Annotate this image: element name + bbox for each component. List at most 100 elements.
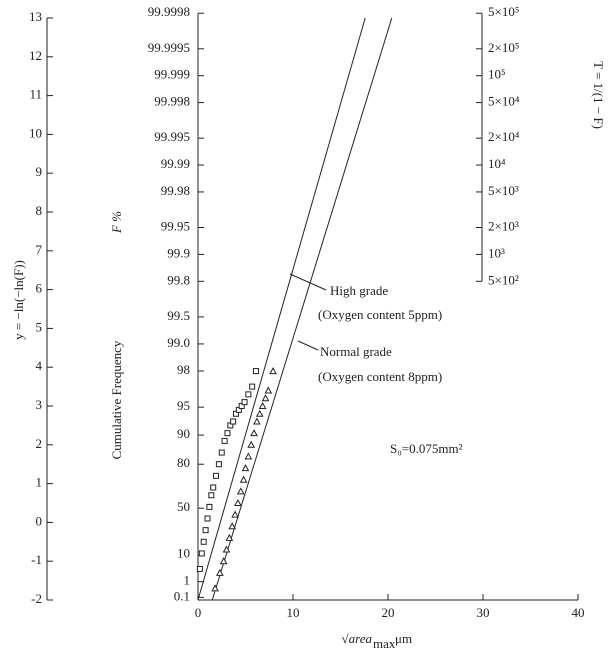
series-label: Normal grade	[320, 344, 392, 359]
point	[198, 550, 205, 557]
x-tick-label: 30	[477, 605, 490, 620]
f-tick-label: 99.5	[167, 308, 190, 323]
point	[255, 409, 264, 417]
f-tick-label: 80	[177, 455, 190, 470]
point	[218, 449, 225, 456]
x-tick-label: 0	[195, 605, 202, 620]
f-tick-label: 95	[177, 398, 190, 413]
point	[241, 464, 250, 472]
f-tick-label: 90	[177, 426, 190, 441]
y-tick-label: -2	[31, 591, 42, 606]
point	[261, 394, 270, 402]
point	[244, 452, 253, 460]
t-tick-label: 5×10⁵	[488, 4, 519, 19]
t-tick-label: 10⁴	[488, 156, 506, 171]
point	[225, 533, 234, 541]
annotation: S₀=0.075mm²	[390, 441, 463, 456]
t-axis-label: T = 1/(1 − F)	[591, 61, 606, 129]
t-tick-label: 2×10⁴	[488, 129, 520, 144]
point	[211, 584, 219, 592]
point	[200, 538, 207, 545]
f-tick-label: 99.999	[154, 67, 190, 82]
point	[224, 430, 231, 437]
f-tick-label: 10	[177, 546, 190, 561]
f-tick-label: 99.9	[167, 245, 190, 260]
y-tick-label: 5	[36, 319, 43, 334]
point	[228, 522, 237, 530]
t-tick-label: 2×10³	[488, 218, 519, 233]
point	[250, 429, 258, 437]
point	[204, 515, 211, 522]
fit-line	[211, 17, 393, 601]
t-tick-label: 10³	[488, 245, 505, 260]
x-tick-label: 40	[572, 605, 585, 620]
point	[202, 527, 209, 534]
point	[231, 510, 239, 518]
y-axis-label: y = −ln(−ln(F))	[11, 260, 26, 340]
series-note: (Oxygen content 8ppm)	[318, 369, 442, 384]
f-tick-label: 98	[177, 362, 190, 377]
point	[249, 383, 256, 390]
point	[247, 440, 256, 448]
y-tick-label: -1	[31, 552, 42, 567]
y-tick-label: 8	[36, 203, 43, 218]
leader-line	[289, 273, 327, 291]
point	[236, 487, 245, 495]
fit-line	[197, 17, 366, 601]
y-tick-label: 0	[36, 513, 43, 528]
y-tick-label: 11	[29, 87, 42, 102]
y-tick-label: 3	[36, 397, 43, 412]
y-tick-label: 13	[29, 9, 42, 24]
y-tick-label: 9	[36, 164, 43, 179]
f-tick-label: 99.99	[161, 156, 190, 171]
f-tick-label: 99.0	[167, 335, 190, 350]
t-tick-label: 5×10³	[488, 183, 519, 198]
point	[216, 568, 224, 576]
y-tick-label: 6	[36, 281, 43, 296]
x-axis-label-subscript: max	[373, 636, 396, 651]
f-tick-label: 99.8	[167, 272, 190, 287]
x-tick-label: 10	[287, 605, 300, 620]
point	[208, 492, 215, 499]
t-tick-label: 5×10²	[488, 272, 519, 287]
f-tick-label: 50	[177, 499, 190, 514]
point	[245, 391, 252, 398]
x-tick-label: 20	[382, 605, 395, 620]
point	[234, 498, 242, 506]
series-note: (Oxygen content 5ppm)	[318, 307, 442, 322]
x-axis-label: √area	[342, 631, 373, 646]
point	[221, 437, 228, 444]
point	[215, 461, 222, 468]
point	[264, 386, 273, 394]
point	[219, 557, 228, 565]
f-tick-label: 99.998	[154, 94, 190, 109]
point	[253, 417, 261, 425]
leader-line	[297, 340, 319, 351]
point	[258, 401, 267, 409]
y-tick-label: 1	[36, 475, 43, 490]
f-tick-label: 99.95	[161, 218, 190, 233]
f-tick-label: 99.9995	[148, 40, 190, 55]
point	[213, 472, 220, 479]
f-tick-label: 99.9998	[148, 4, 190, 19]
series-label: High grade	[330, 283, 388, 298]
f-axis-label: F %	[109, 211, 124, 234]
point	[252, 368, 259, 375]
f-tick-label: 1	[184, 573, 191, 588]
point	[239, 475, 248, 483]
y-tick-label: 7	[36, 242, 43, 257]
point	[210, 484, 217, 491]
point	[241, 399, 248, 406]
point	[230, 418, 237, 425]
y-tick-label: 4	[36, 358, 43, 373]
f-tick-label: 0.1	[174, 588, 190, 603]
f-tick-label: 99.995	[154, 129, 190, 144]
t-tick-label: 10⁵	[488, 67, 506, 82]
t-tick-label: 5×10⁴	[488, 94, 520, 109]
point	[269, 367, 277, 375]
point	[222, 545, 231, 553]
point	[206, 503, 213, 510]
x-axis-unit: μm	[395, 631, 412, 646]
y-tick-label: 12	[29, 48, 42, 63]
